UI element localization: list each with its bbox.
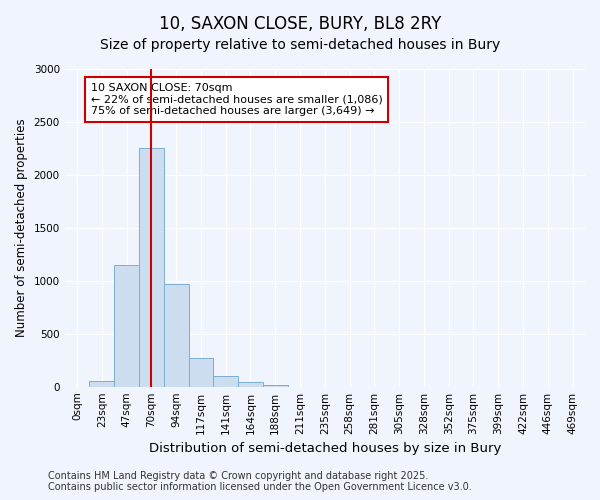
Text: 10, SAXON CLOSE, BURY, BL8 2RY: 10, SAXON CLOSE, BURY, BL8 2RY — [159, 15, 441, 33]
Bar — [89, 382, 114, 386]
Bar — [214, 376, 238, 386]
Bar — [114, 265, 139, 386]
Bar — [164, 284, 188, 386]
Y-axis label: Number of semi-detached properties: Number of semi-detached properties — [15, 118, 28, 337]
Bar — [263, 385, 287, 386]
Text: 10 SAXON CLOSE: 70sqm
← 22% of semi-detached houses are smaller (1,086)
75% of s: 10 SAXON CLOSE: 70sqm ← 22% of semi-deta… — [91, 83, 382, 116]
Text: Contains HM Land Registry data © Crown copyright and database right 2025.
Contai: Contains HM Land Registry data © Crown c… — [48, 471, 472, 492]
Bar — [139, 148, 164, 386]
Bar — [238, 382, 263, 386]
Bar — [188, 358, 214, 386]
X-axis label: Distribution of semi-detached houses by size in Bury: Distribution of semi-detached houses by … — [149, 442, 501, 455]
Text: Size of property relative to semi-detached houses in Bury: Size of property relative to semi-detach… — [100, 38, 500, 52]
